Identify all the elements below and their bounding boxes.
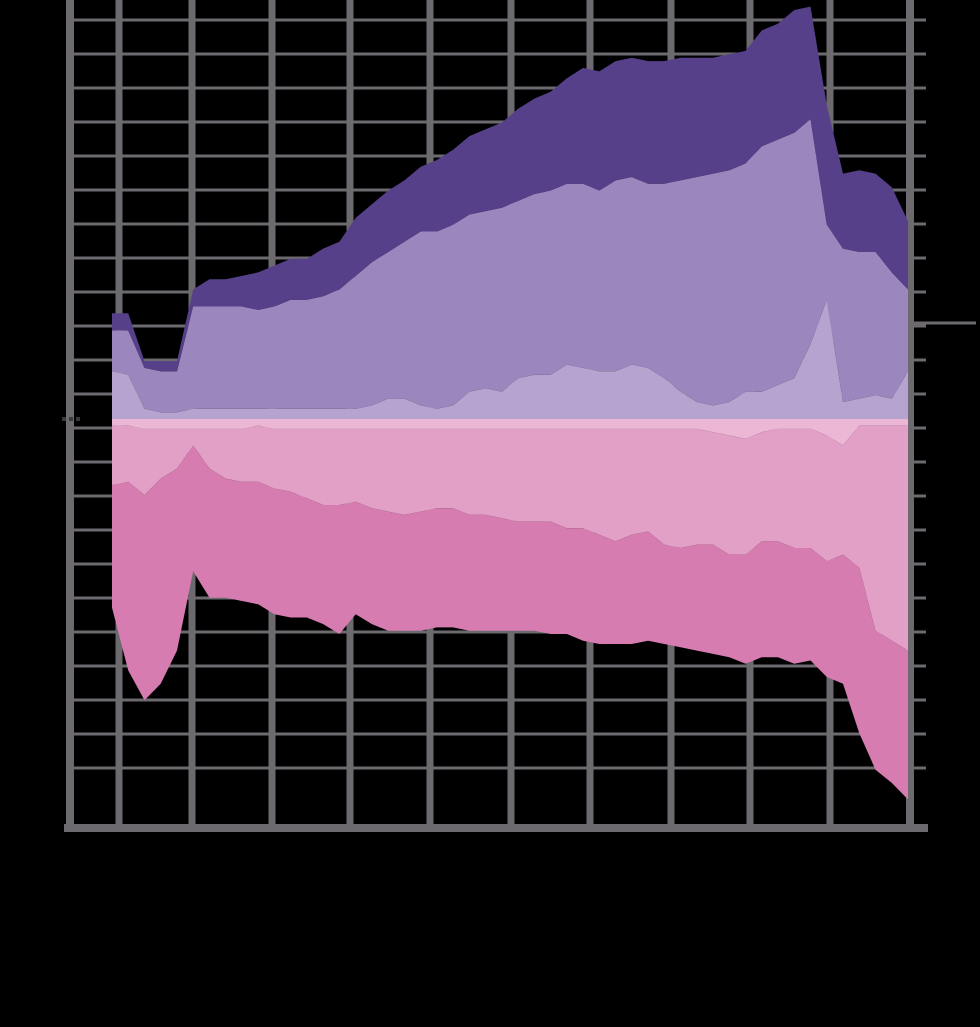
- x-axis-line: [64, 824, 928, 832]
- area-series: [112, 6, 908, 800]
- area-series-4: [112, 419, 908, 446]
- area-series-1: [112, 299, 908, 419]
- area-series-5: [112, 425, 908, 651]
- area-series-3: [112, 6, 908, 372]
- plot-frame: [62, 321, 976, 832]
- area-series-6: [112, 445, 908, 800]
- area-series-2: [112, 119, 908, 413]
